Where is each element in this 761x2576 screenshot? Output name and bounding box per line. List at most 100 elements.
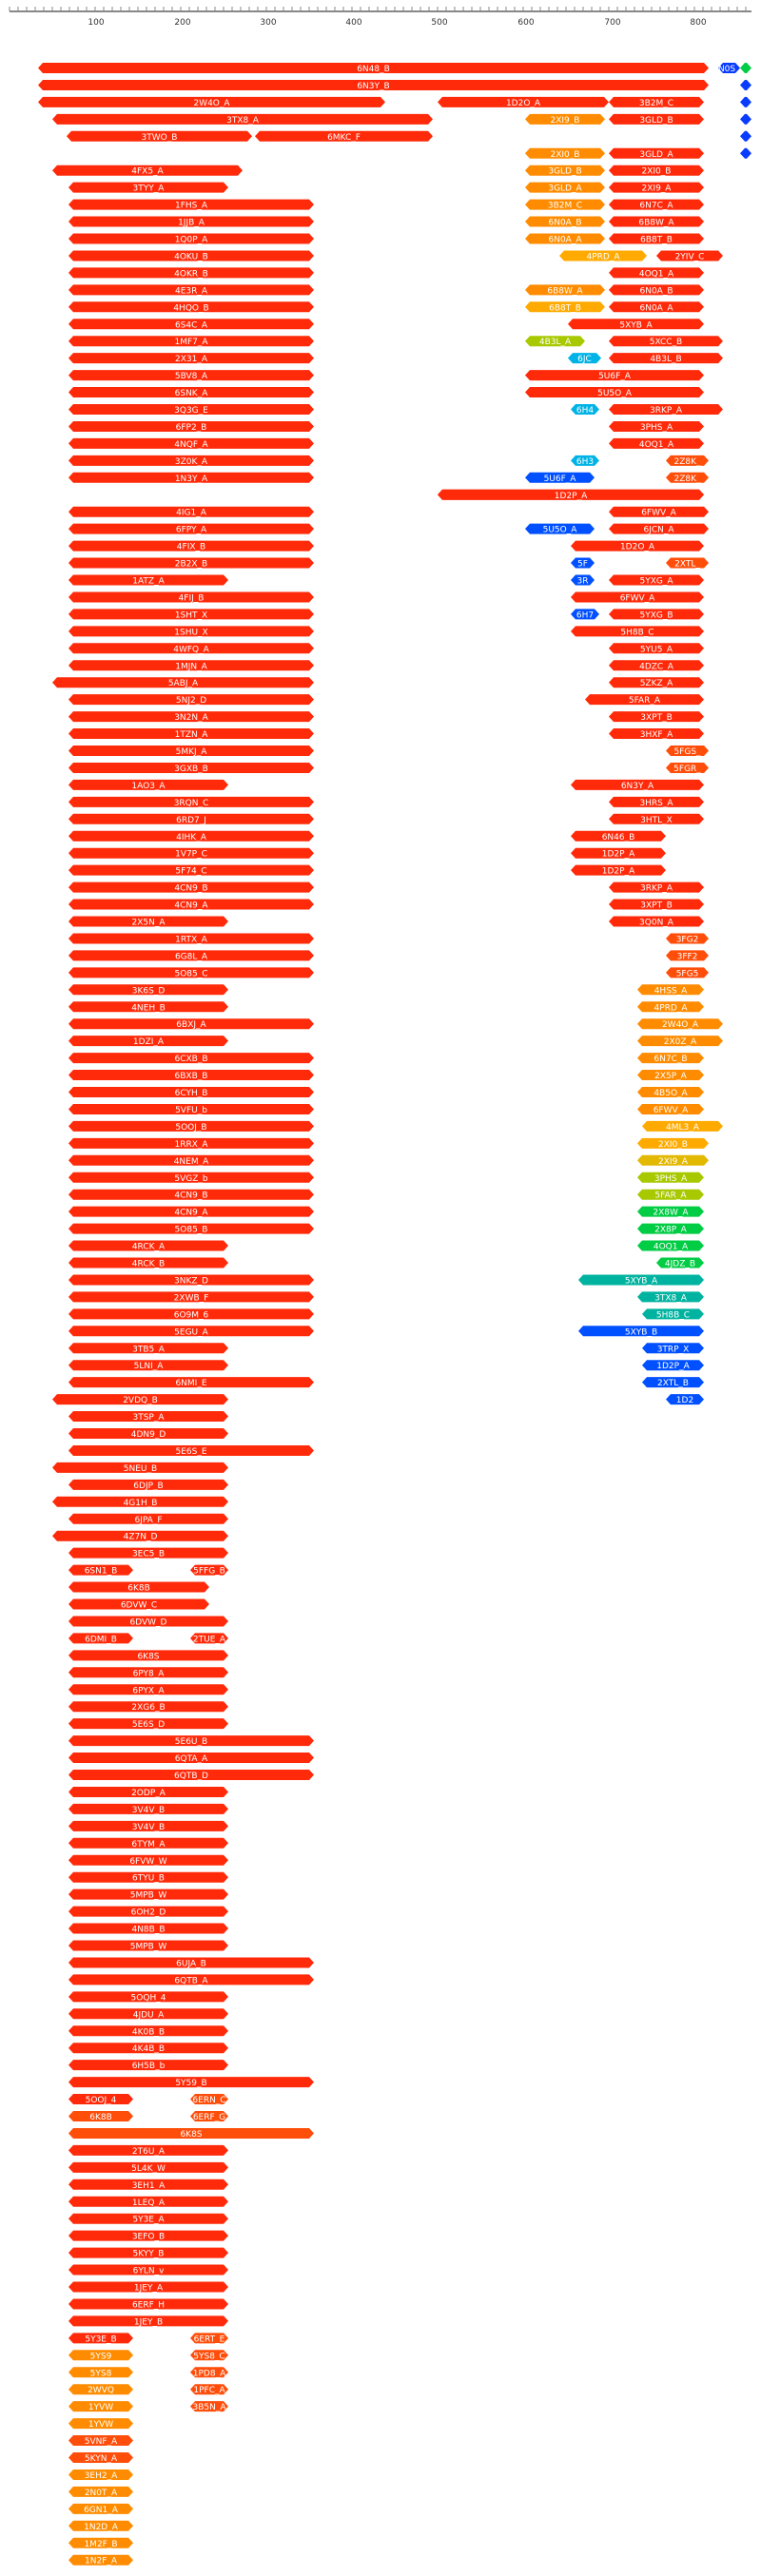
segment-bar[interactable] — [68, 1053, 314, 1064]
alignment-segment[interactable]: 4Z7N_D — [52, 1530, 228, 1542]
alignment-segment[interactable]: 6K8B — [68, 2111, 133, 2122]
segment-bar[interactable] — [68, 1240, 228, 1251]
alignment-segment[interactable]: 1D2O_A — [571, 540, 704, 552]
segment-bar[interactable] — [68, 1837, 228, 1849]
alignment-segment[interactable]: 4DZC_A — [609, 660, 704, 671]
segment-bar[interactable] — [637, 1223, 704, 1234]
segment-bar[interactable] — [68, 2367, 133, 2378]
alignment-segment[interactable]: 4RCK_B — [68, 1257, 228, 1269]
alignment-segment[interactable]: 3EFO_B — [68, 2230, 228, 2242]
segment-bar[interactable] — [68, 746, 314, 756]
segment-bar[interactable] — [68, 2144, 228, 2156]
segment-bar[interactable] — [68, 830, 314, 842]
alignment-segment[interactable]: 2XTL_ — [666, 557, 709, 570]
alignment-segment[interactable]: 6N7C_B — [637, 1053, 704, 1064]
alignment-segment[interactable]: 6FP2_B — [68, 420, 314, 433]
segment-bar[interactable] — [585, 694, 704, 706]
segment-bar[interactable] — [609, 711, 704, 723]
segment-bar[interactable] — [609, 147, 704, 159]
alignment-segment[interactable]: 6FWV_A — [637, 1103, 704, 1115]
segment-bar[interactable] — [68, 1120, 314, 1132]
alignment-segment[interactable]: 4CN9_B — [68, 881, 314, 894]
segment-bar[interactable] — [68, 2315, 228, 2327]
alignment-segment[interactable]: 2XI0_B — [637, 1137, 709, 1150]
segment-bar[interactable] — [68, 2281, 228, 2293]
segment-bar[interactable] — [68, 1701, 228, 1713]
segment-bar[interactable] — [68, 1718, 228, 1730]
alignment-segment[interactable]: 2W4O_A — [637, 1018, 723, 1030]
alignment-segment[interactable]: 6NMI_E — [68, 1377, 314, 1388]
segment-bar[interactable] — [68, 353, 314, 364]
alignment-segment[interactable]: 5U5O_A — [525, 523, 595, 535]
alignment-segment[interactable]: 6BXJ_A — [68, 1018, 314, 1030]
segment-bar[interactable] — [666, 455, 709, 466]
alignment-segment[interactable]: 4JDU_A — [68, 2008, 228, 2020]
segment-bar[interactable] — [68, 1018, 314, 1030]
segment-bar[interactable] — [68, 1564, 133, 1576]
alignment-segment[interactable]: 2X5P_A — [637, 1070, 704, 1081]
alignment-segment[interactable]: 3TWO_B — [67, 130, 252, 143]
segment-bar[interactable] — [52, 1394, 228, 1405]
segment-bar[interactable] — [68, 2333, 133, 2344]
alignment-segment[interactable]: 4B3L_A — [525, 336, 585, 347]
alignment-segment[interactable]: 4IG1_A — [68, 506, 314, 518]
segment-bar[interactable] — [609, 420, 704, 432]
alignment-segment[interactable]: 6K8S — [68, 2127, 314, 2140]
alignment-segment[interactable]: 6QTB_D — [68, 1770, 314, 1781]
segment-bar[interactable] — [609, 437, 704, 449]
alignment-segment[interactable]: 6PY8_A — [68, 1667, 228, 1678]
alignment-segment[interactable]: 5Y3E_B — [68, 2333, 133, 2344]
alignment-segment[interactable]: 5XYB_B — [578, 1326, 704, 1337]
alignment-segment[interactable]: 6PYX_A — [68, 1684, 228, 1695]
segment-bar[interactable] — [68, 574, 228, 586]
segment-bar[interactable] — [68, 557, 314, 569]
alignment-segment[interactable]: 1Q0P_A — [68, 233, 314, 245]
alignment-segment[interactable]: 1JEY_A — [68, 2281, 228, 2294]
alignment-segment[interactable]: 2XTL_B — [642, 1377, 704, 1388]
alignment-segment[interactable]: 4K4B_B — [68, 2043, 228, 2054]
segment-bar[interactable] — [68, 1581, 209, 1593]
alignment-segment[interactable]: 5YS8 — [68, 2367, 133, 2378]
segment-bar[interactable] — [68, 881, 314, 893]
segment-bar[interactable] — [68, 694, 314, 706]
segment-bar[interactable] — [525, 216, 605, 227]
segment-bar[interactable] — [68, 1411, 228, 1423]
alignment-segment[interactable]: 2XI9_A — [637, 1154, 709, 1167]
alignment-segment[interactable]: 6N0A_B — [525, 216, 605, 228]
segment-bar[interactable] — [68, 626, 314, 637]
alignment-segment[interactable]: 6N7C_A — [609, 199, 704, 211]
alignment-segment[interactable]: 6B8T_B — [525, 301, 605, 313]
alignment-segment[interactable]: 1D2P_A — [571, 864, 666, 877]
alignment-segment[interactable]: 6H7 — [571, 609, 599, 620]
segment-bar[interactable] — [609, 336, 723, 347]
segment-bar[interactable] — [68, 1377, 314, 1388]
segment-bar[interactable] — [571, 591, 704, 603]
alignment-segment[interactable]: 6SN1_B — [68, 1564, 133, 1577]
alignment-segment[interactable]: 5FGS_ — [666, 746, 709, 757]
alignment-segment[interactable]: 6FPY_A — [68, 523, 314, 535]
alignment-segment[interactable]: 5H8B_C — [571, 626, 704, 637]
alignment-segment[interactable]: 4FX5_A — [52, 165, 243, 177]
alignment-segment[interactable]: 4RCK_A — [68, 1240, 228, 1252]
alignment-segment[interactable]: 5KYN_A — [68, 2452, 133, 2464]
alignment-segment[interactable]: 6QTB_A — [68, 1974, 314, 1985]
alignment-segment[interactable]: 6G8L_A — [68, 950, 314, 961]
segment-bar[interactable] — [38, 63, 709, 73]
alignment-segment[interactable]: 4K0B_B — [68, 2025, 228, 2037]
alignment-segment[interactable]: 1D2 — [666, 1394, 704, 1405]
alignment-segment[interactable]: 6N46_B — [571, 830, 666, 843]
alignment-segment[interactable]: 6BXB_B — [68, 1070, 314, 1081]
segment-bar[interactable] — [68, 199, 314, 210]
segment-bar[interactable] — [637, 1206, 704, 1217]
segment-bar[interactable] — [52, 677, 314, 688]
alignment-segment[interactable]: 3B5N_A — [190, 2401, 228, 2412]
alignment-segment[interactable]: 3FF2 — [666, 950, 709, 961]
segment-bar[interactable] — [525, 523, 595, 534]
segment-bar[interactable] — [609, 523, 709, 534]
alignment-segment[interactable]: 5F — [571, 557, 595, 570]
alignment-segment[interactable]: 6RD7_J — [68, 813, 314, 825]
segment-bar[interactable] — [740, 96, 751, 107]
segment-bar[interactable] — [68, 455, 314, 466]
alignment-segment[interactable]: 5MPB_W — [68, 1888, 228, 1901]
alignment-segment[interactable]: 5BV8_A — [68, 370, 314, 381]
